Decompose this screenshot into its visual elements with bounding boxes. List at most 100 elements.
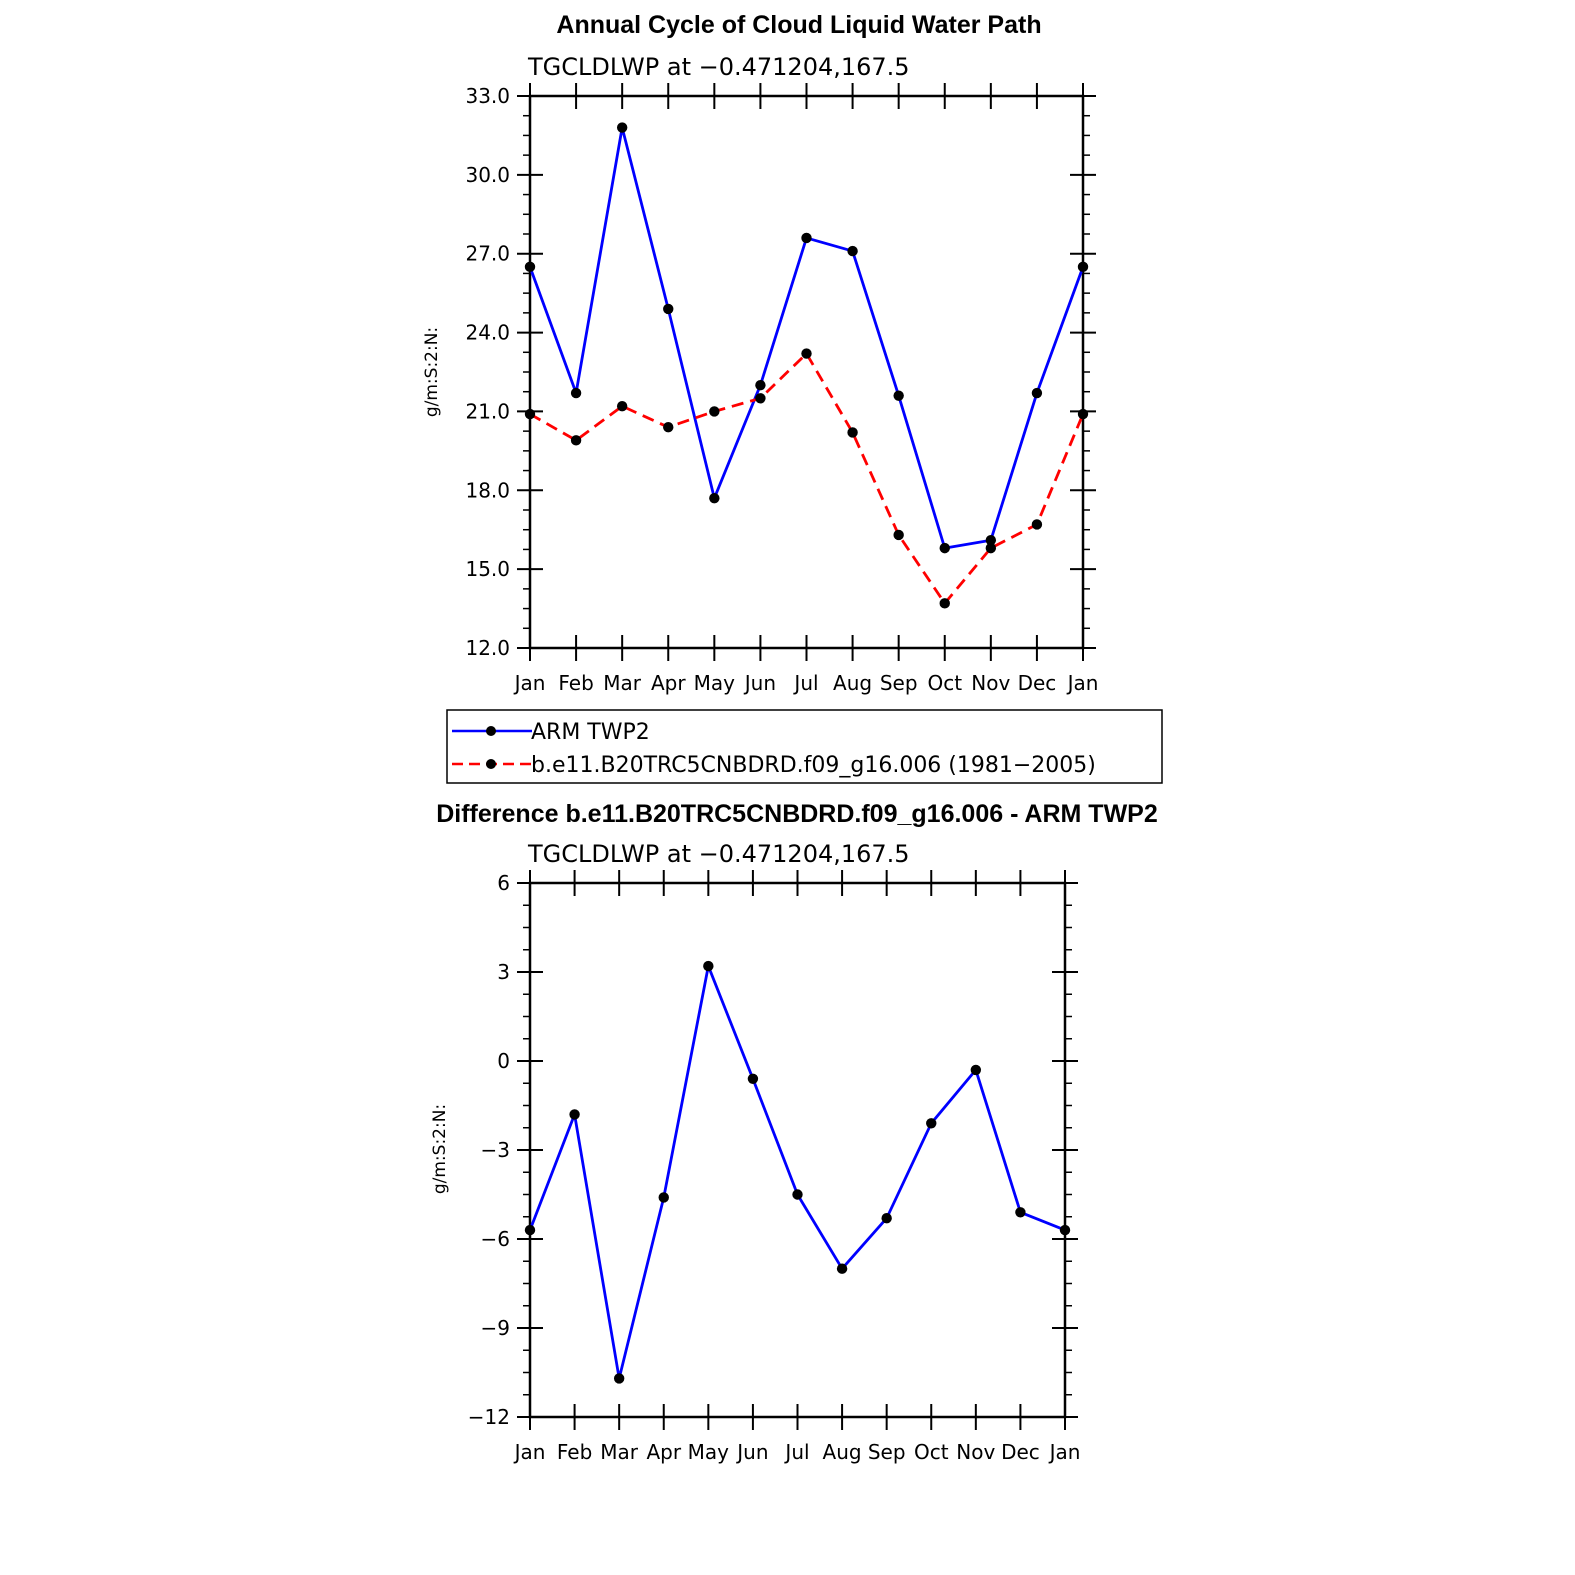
x-tick-label: Feb bbox=[558, 671, 593, 695]
data-point bbox=[792, 1189, 803, 1200]
x-tick-label: Apr bbox=[651, 671, 686, 695]
data-point bbox=[970, 1064, 982, 1076]
data-point bbox=[663, 303, 674, 315]
y-tick-label: 3 bbox=[497, 960, 510, 984]
data-point bbox=[747, 1073, 759, 1085]
legend-label-arm: ARM TWP2 bbox=[531, 720, 650, 745]
legend-label-model: b.e11.B20TRC5CNBDRD.f09_g16.006 (1981−20… bbox=[531, 753, 1096, 778]
series-layer bbox=[524, 122, 1089, 609]
data-point bbox=[939, 598, 950, 609]
data-point bbox=[985, 542, 997, 554]
data-point bbox=[755, 393, 766, 404]
data-point bbox=[801, 232, 812, 244]
y-axis-label: g/m:S:2:N: bbox=[430, 1104, 450, 1194]
x-tick-label: Jun bbox=[743, 671, 776, 695]
x-tick-label: Oct bbox=[914, 1440, 949, 1464]
y-tick-label: 12.0 bbox=[465, 636, 510, 660]
x-tick-label: Nov bbox=[956, 1440, 995, 1464]
chart-title: Annual Cycle of Cloud Liquid Water Path bbox=[556, 11, 1041, 39]
x-tick-label: Sep bbox=[880, 671, 918, 695]
chart-subtitle: TGCLDLWP at −0.471204,167.5 bbox=[527, 53, 910, 81]
axes: −12 −9 −6 −3 0 3 6 Jan Feb Mar Apr May Jun Jul Aug Sep O… bbox=[468, 870, 1081, 1464]
series-line-1 bbox=[529, 352, 1085, 605]
x-tick-label: Mar bbox=[600, 1440, 639, 1464]
data-point bbox=[1059, 1224, 1071, 1236]
x-tick-label: Dec bbox=[1001, 1440, 1040, 1464]
data-point bbox=[616, 400, 628, 412]
data-point bbox=[613, 1373, 625, 1384]
data-point bbox=[1031, 519, 1043, 530]
x-tick-label: Aug bbox=[823, 1440, 862, 1464]
y-tick-label: 24.0 bbox=[465, 321, 510, 345]
x-tick-label: Sep bbox=[868, 1440, 906, 1464]
data-point bbox=[569, 1109, 580, 1120]
y-tick-label: 15.0 bbox=[465, 557, 510, 581]
data-point bbox=[847, 427, 858, 438]
y-tick-label: 21.0 bbox=[465, 399, 510, 423]
data-point bbox=[755, 379, 766, 391]
chart-title: Difference b.e11.B20TRC5CNBDRD.f09_g16.0… bbox=[436, 800, 1158, 828]
plot-frame bbox=[528, 881, 1067, 1419]
x-tick-label: Jul bbox=[792, 671, 818, 695]
data-point bbox=[926, 1118, 937, 1129]
y-axis-label: g/m:S:2:N: bbox=[422, 327, 442, 417]
data-point bbox=[836, 1263, 848, 1274]
data-point bbox=[1015, 1207, 1026, 1218]
series-line-0 bbox=[528, 964, 1066, 1380]
data-point bbox=[1077, 408, 1089, 420]
data-point bbox=[524, 408, 536, 420]
y-tick-label: 27.0 bbox=[465, 242, 510, 266]
y-tick-label: −12 bbox=[468, 1405, 510, 1429]
y-tick-label: 0 bbox=[497, 1049, 510, 1073]
x-tick-label: Oct bbox=[927, 671, 962, 695]
data-point bbox=[663, 422, 674, 433]
y-tick-label: −9 bbox=[481, 1316, 510, 1340]
y-tick-label: 18.0 bbox=[465, 478, 510, 502]
x-tick-label: Jul bbox=[783, 1440, 809, 1464]
x-tick-label: Jan bbox=[513, 1440, 546, 1464]
x-tick-label: Aug bbox=[833, 671, 872, 695]
data-point bbox=[616, 122, 628, 133]
annual-cycle-chart: Annual Cycle of Cloud Liquid Water Path … bbox=[422, 11, 1098, 695]
series-line-0 bbox=[528, 126, 1085, 550]
y-tick-label: 6 bbox=[497, 871, 510, 895]
x-tick-label: Apr bbox=[646, 1440, 681, 1464]
x-tick-label: Dec bbox=[1018, 671, 1057, 695]
chart-subtitle: TGCLDLWP at −0.471204,167.5 bbox=[527, 840, 910, 868]
x-tick-label: Jun bbox=[735, 1440, 768, 1464]
data-point bbox=[939, 542, 950, 554]
y-tick-label: 33.0 bbox=[465, 84, 510, 108]
x-tick-label: May bbox=[694, 671, 736, 695]
data-point bbox=[703, 960, 714, 972]
legend: ARM TWP2 b.e11.B20TRC5CNBDRD.f09_g16.006… bbox=[446, 709, 1163, 784]
legend-box bbox=[446, 709, 1163, 784]
x-tick-label: Jan bbox=[1066, 671, 1099, 695]
data-point bbox=[847, 245, 858, 257]
data-point bbox=[893, 390, 904, 401]
data-point bbox=[1077, 261, 1089, 273]
data-point bbox=[524, 261, 536, 273]
data-point bbox=[893, 529, 904, 541]
y-tick-label: −3 bbox=[481, 1138, 510, 1162]
data-point bbox=[524, 1224, 536, 1236]
x-tick-label: Feb bbox=[557, 1440, 592, 1464]
x-tick-label: Jan bbox=[513, 671, 546, 695]
series-layer bbox=[524, 960, 1071, 1384]
data-point bbox=[658, 1192, 669, 1203]
data-point bbox=[881, 1213, 892, 1224]
y-tick-label: 30.0 bbox=[465, 163, 510, 187]
data-point bbox=[985, 535, 997, 546]
data-point bbox=[709, 406, 720, 417]
y-tick-label: −6 bbox=[481, 1227, 510, 1251]
x-tick-label: May bbox=[688, 1440, 730, 1464]
legend-marker-model bbox=[486, 759, 496, 769]
data-point bbox=[801, 348, 812, 359]
data-point bbox=[1031, 387, 1043, 399]
x-tick-label: Jan bbox=[1048, 1440, 1081, 1464]
difference-chart: Difference b.e11.B20TRC5CNBDRD.f09_g16.0… bbox=[430, 800, 1158, 1464]
data-point bbox=[570, 387, 582, 399]
axes: 12.0 15.0 18.0 21.0 24.0 27.0 30.0 33.0 Jan Feb Ma… bbox=[465, 83, 1098, 695]
x-tick-label: Mar bbox=[603, 671, 642, 695]
legend-marker-arm bbox=[486, 726, 496, 736]
